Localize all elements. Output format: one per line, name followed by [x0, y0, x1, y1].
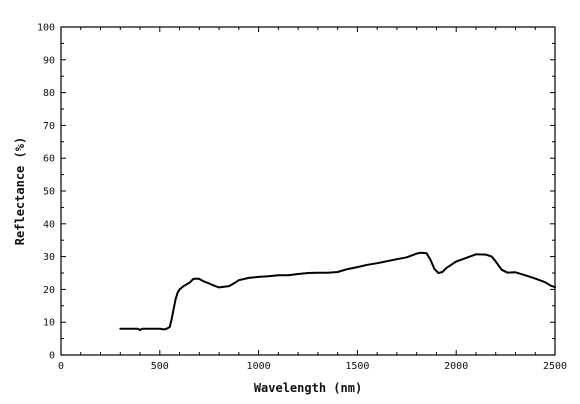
y-tick-label: 60 — [43, 154, 55, 165]
x-tick-label: 1000 — [247, 361, 271, 372]
y-tick-label: 100 — [37, 23, 55, 34]
plot-frame — [60, 26, 556, 356]
x-tick-label: 2500 — [543, 361, 567, 372]
y-tick-label: 10 — [43, 318, 55, 329]
y-axis-title: Reflectance (%) — [13, 137, 27, 245]
x-axis-title: Wavelength (nm) — [254, 381, 362, 395]
y-tick-label: 70 — [43, 121, 55, 132]
ticks-layer — [60, 26, 556, 356]
y-tick-label: 50 — [43, 187, 55, 198]
x-tick-label: 500 — [151, 361, 169, 372]
y-tick-label: 40 — [43, 219, 55, 230]
x-tick-label: 1500 — [345, 361, 369, 372]
reflectance-series-line — [119, 251, 556, 332]
y-tick-label: 90 — [43, 55, 55, 66]
y-tick-label: 0 — [49, 351, 55, 362]
series-layer — [119, 251, 556, 332]
y-tick-label: 30 — [43, 252, 55, 263]
x-tick-label: 2000 — [444, 361, 468, 372]
x-tick-label: 0 — [58, 361, 64, 372]
y-tick-label: 80 — [43, 88, 55, 99]
y-tick-label: 20 — [43, 285, 55, 296]
